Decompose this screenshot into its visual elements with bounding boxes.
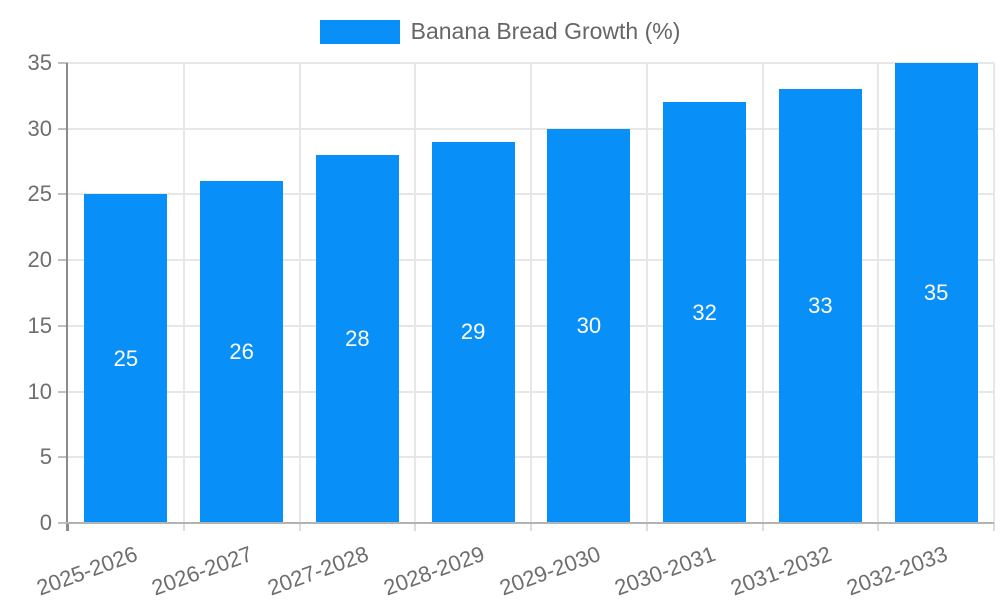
bar-2028-2029 bbox=[431, 141, 515, 523]
y-axis-tick-mark bbox=[58, 324, 68, 327]
gridline-vertical bbox=[530, 63, 532, 523]
y-axis-tick-mark bbox=[58, 62, 68, 64]
bar-value-label: 33 bbox=[808, 293, 833, 319]
y-axis-tick-mark bbox=[58, 456, 68, 459]
y-axis-tick-label: 10 bbox=[27, 378, 52, 404]
y-axis-tick-mark bbox=[58, 522, 68, 524]
gridline-vertical bbox=[298, 63, 301, 523]
gridline-vertical bbox=[993, 63, 995, 523]
bar-2032-2033 bbox=[894, 63, 978, 523]
bar-value-label: 26 bbox=[229, 339, 254, 365]
bar-2025-2026 bbox=[84, 194, 168, 523]
x-axis-tick-label: 2030-2031 bbox=[611, 541, 720, 600]
x-axis-tick-label: 2029-2030 bbox=[496, 541, 604, 600]
y-axis-tick-mark bbox=[58, 390, 68, 393]
bar-value-label: 28 bbox=[345, 326, 370, 351]
bar-2026-2027 bbox=[200, 181, 284, 523]
gridline-vertical bbox=[182, 63, 185, 523]
x-axis-tick-label: 2032-2033 bbox=[843, 541, 951, 600]
y-axis-tick-label: 15 bbox=[27, 312, 52, 338]
bar-2029-2030 bbox=[547, 128, 631, 523]
y-axis-tick-mark bbox=[58, 193, 68, 196]
y-axis-tick-mark bbox=[58, 259, 68, 262]
bar-2027-2028 bbox=[315, 155, 399, 523]
y-axis-tick-label: 0 bbox=[39, 510, 52, 535]
x-axis-tick-label: 2031-2032 bbox=[727, 541, 835, 600]
gridline-vertical bbox=[645, 63, 648, 523]
bar-value-label: 29 bbox=[460, 319, 486, 345]
y-axis-tick-label: 20 bbox=[27, 247, 52, 273]
gridline-vertical bbox=[414, 63, 417, 523]
legend-label: Banana Bread Growth (%) bbox=[410, 18, 681, 44]
y-axis-line bbox=[66, 63, 68, 531]
x-axis-tick-mark bbox=[761, 523, 764, 531]
x-axis-tick-label: 2025-2026 bbox=[33, 541, 141, 600]
x-axis-tick-mark bbox=[993, 523, 995, 531]
gridline-vertical bbox=[761, 63, 764, 523]
y-axis-tick-label: 25 bbox=[27, 181, 52, 207]
y-axis-tick-label: 5 bbox=[39, 444, 52, 470]
bar-value-label: 30 bbox=[576, 312, 602, 338]
x-axis-tick-mark bbox=[530, 523, 532, 531]
y-axis-tick-mark bbox=[58, 127, 68, 130]
x-axis-tick-label: 2026-2027 bbox=[148, 541, 257, 600]
bar-value-label: 25 bbox=[113, 345, 139, 371]
y-axis-tick-label: 30 bbox=[27, 115, 52, 141]
gridline-vertical bbox=[877, 63, 880, 523]
x-axis-tick-label: 2027-2028 bbox=[264, 541, 372, 600]
x-axis-tick-mark bbox=[182, 523, 185, 531]
x-axis-tick-mark bbox=[414, 523, 417, 531]
y-axis-tick-label: 35 bbox=[27, 50, 52, 75]
x-axis-tick-mark bbox=[877, 523, 880, 531]
bar-2031-2032 bbox=[778, 89, 862, 523]
bar-value-label: 35 bbox=[923, 280, 949, 305]
legend-swatch bbox=[319, 19, 400, 44]
legend[interactable]: Banana Bread Growth (%) bbox=[0, 18, 1000, 45]
x-axis-tick-mark bbox=[67, 523, 69, 531]
x-axis-tick-label: 2028-2029 bbox=[380, 541, 488, 600]
x-axis-tick-mark bbox=[645, 523, 648, 531]
bar-value-label: 32 bbox=[692, 299, 717, 325]
x-axis-tick-mark bbox=[298, 523, 301, 531]
x-axis-line bbox=[66, 522, 994, 524]
bar-2030-2031 bbox=[663, 102, 747, 523]
